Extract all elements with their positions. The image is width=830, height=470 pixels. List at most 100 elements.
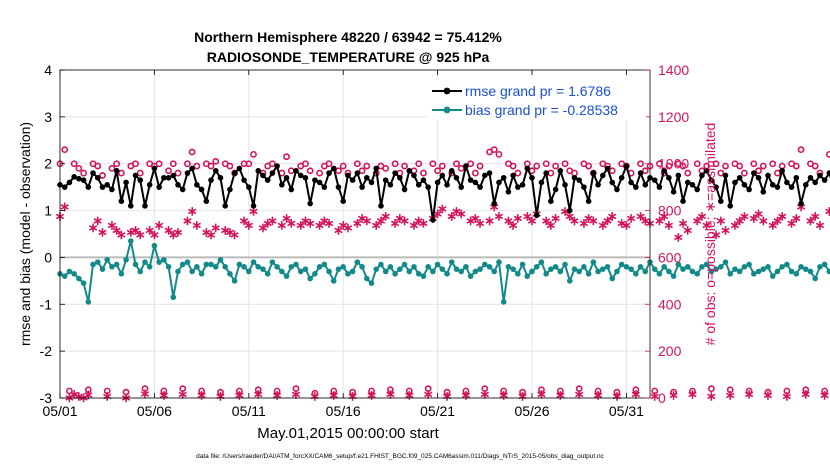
rmse-point: [609, 179, 616, 186]
rmse-point: [297, 172, 304, 179]
assimilated-point: ∗: [352, 215, 363, 230]
assimilated-point: ∗: [272, 387, 283, 402]
bias-point: [184, 259, 191, 265]
bias-point: [821, 261, 828, 268]
assimilated-point: ∗: [560, 204, 571, 219]
y-tick-label-right: 600: [658, 249, 682, 265]
possible-point: [651, 387, 659, 395]
rmse-point: [722, 172, 729, 179]
rmse-point: [364, 174, 370, 181]
assimilated-point: ∗: [173, 225, 184, 240]
bias-point: [642, 268, 649, 275]
bias-point: [382, 268, 389, 275]
possible-point: [811, 162, 819, 170]
bias-point: [335, 266, 342, 272]
assimilated-point: ∗: [102, 389, 113, 404]
rmse-point: [798, 200, 804, 207]
possible-point: [113, 160, 121, 168]
possible-point: [405, 387, 413, 395]
assimilated-point: ∗: [154, 218, 165, 233]
bias-point: [368, 280, 375, 287]
possible-point: [594, 387, 602, 395]
rmse-point: [614, 186, 620, 193]
assimilated-point: ∗: [83, 387, 94, 402]
assimilated-point: ∗: [300, 213, 311, 228]
possible-point: [802, 386, 810, 394]
possible-point: [353, 160, 361, 168]
rmse-point: [170, 172, 177, 179]
bias-point: [406, 268, 413, 275]
rmse-point: [61, 184, 68, 190]
bias-point: [198, 271, 205, 277]
possible-point: [335, 167, 342, 175]
rmse-point: [515, 184, 521, 190]
x-tick-label: 05/06: [137, 403, 172, 419]
bias-point: [736, 268, 743, 275]
tick-labels: 05/01 05/06 05/11 05/16 05/21 05/26 05/31 -3 -2 -…: [40, 62, 690, 419]
bias-point: [401, 261, 408, 268]
assimilated-point: ∗: [144, 222, 155, 237]
assimilated-point: ∗: [800, 386, 811, 401]
bias-point: [793, 271, 800, 277]
rmse-point: [264, 177, 271, 183]
rmse-point: [165, 174, 172, 181]
bias-point: [170, 294, 177, 301]
bias-point: [439, 266, 446, 272]
plot-frame: [59, 69, 651, 399]
possible-point: [561, 160, 569, 168]
y-tick-label-left: 1: [44, 203, 52, 219]
bias-point: [746, 261, 752, 268]
bias-point: [670, 273, 677, 279]
bias-point: [175, 268, 181, 275]
assimilated-point: ∗: [659, 208, 670, 223]
assimilated-point: ∗: [460, 387, 471, 402]
rmse-point: [246, 184, 252, 190]
assimilated-point: ∗: [69, 386, 80, 401]
possible-point: [132, 160, 139, 168]
assimilated-point: ∗: [229, 227, 240, 242]
rmse-point: [132, 172, 139, 179]
rmse-point: [415, 182, 422, 188]
possible-point: [717, 169, 725, 177]
assimilated-point: ∗: [149, 227, 160, 242]
bias-point: [137, 268, 144, 275]
assimilated-point: ∗: [781, 389, 792, 404]
assimilated-point: ∗: [314, 218, 325, 233]
bias-point: [496, 259, 502, 265]
possible-point: [306, 167, 314, 175]
assimilated-point: ∗: [545, 218, 556, 233]
bias-point: [66, 268, 73, 275]
assimilated-point: ∗: [409, 218, 420, 233]
bias-point: [623, 264, 630, 270]
possible-point: [556, 387, 564, 395]
bias-point: [533, 264, 540, 270]
rmse-point: [387, 182, 394, 188]
bias-point: [689, 268, 696, 275]
rmse-point: [708, 177, 715, 183]
assimilated-point: ∗: [701, 218, 712, 233]
rmse-point: [826, 170, 830, 176]
possible-point: [311, 389, 319, 397]
rmse-point: [496, 179, 502, 186]
possible-point: [684, 169, 692, 177]
rmse-point: [184, 170, 191, 176]
bias-point: [666, 268, 672, 275]
rmse-point: [585, 198, 592, 204]
rmse-point: [434, 179, 441, 186]
rmse-point: [628, 179, 634, 186]
assimilated-point: ∗: [456, 206, 467, 221]
bias-point: [297, 268, 304, 275]
possible-point: [438, 162, 446, 170]
possible-point: [519, 388, 526, 396]
rmse-point: [439, 172, 446, 179]
assimilated-point: ∗: [597, 218, 608, 233]
assimilated-point: ∗: [626, 211, 637, 226]
rmse-point: [774, 184, 781, 190]
bias-point: [722, 259, 729, 265]
bias-point: [430, 268, 436, 275]
assimilated-point: ∗: [612, 389, 623, 404]
bias-point: [595, 268, 601, 275]
assimilated-point: ∗: [621, 218, 632, 233]
assimilated-point: ∗: [111, 222, 122, 237]
bias-point: [236, 261, 243, 268]
